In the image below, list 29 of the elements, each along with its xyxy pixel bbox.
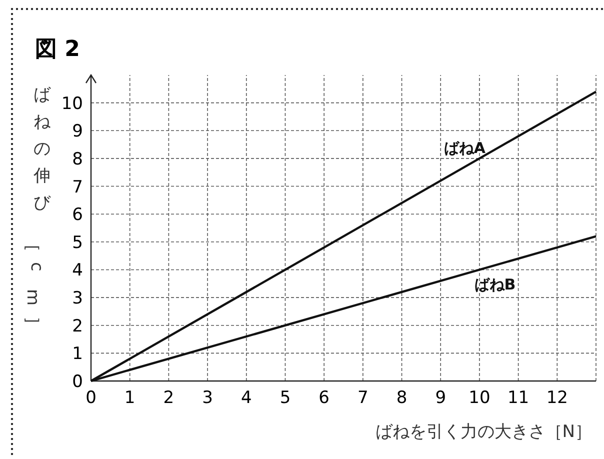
x-tick-label: 12 — [546, 388, 568, 408]
y-tick-label: 0 — [72, 372, 83, 392]
series-label: ばねA — [444, 138, 486, 157]
y-tick-label: 4 — [72, 260, 83, 281]
x-tick-label: 6 — [318, 388, 330, 408]
x-tick-label: 3 — [202, 388, 213, 408]
x-axis-title: ばねを引く力の大きさ［N］ — [375, 422, 592, 442]
y-tick-label: 10 — [61, 94, 83, 114]
x-tick-label: 4 — [240, 388, 252, 408]
y-tick-label: 5 — [72, 232, 83, 253]
x-tick-label: 1 — [124, 388, 136, 408]
y-tick-label: 9 — [72, 122, 83, 142]
x-tick-label: 9 — [435, 388, 446, 408]
y-tick-label: 6 — [72, 205, 83, 226]
x-tick-label: 7 — [358, 388, 368, 408]
y-tick-label: 3 — [72, 288, 83, 309]
x-tick-label: 2 — [163, 388, 174, 408]
series-label: ばねB — [474, 275, 516, 294]
y-tick-label: 1 — [72, 344, 83, 364]
chart-title: 図 2 — [35, 37, 80, 62]
x-tick-label: 11 — [507, 388, 530, 408]
text: ばねの伸び［cm］ — [22, 85, 50, 333]
x-tick-label: 5 — [280, 388, 291, 408]
x-tick-label: 10 — [468, 388, 490, 408]
y-tick-label: 2 — [72, 316, 83, 336]
y-tick-label: 8 — [72, 149, 83, 170]
x-tick-label: 8 — [396, 388, 408, 408]
x-tick-label: 0 — [86, 388, 96, 408]
y-tick-label: 7 — [72, 177, 83, 198]
